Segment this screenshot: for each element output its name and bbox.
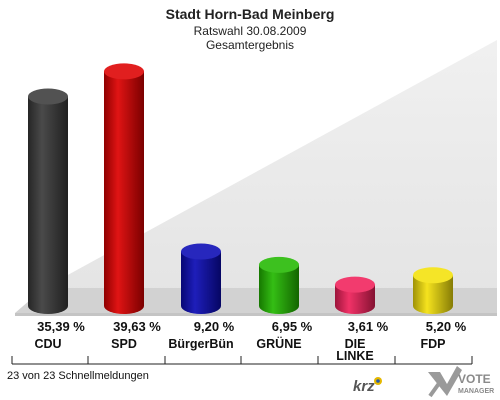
category-label: CDU [34,337,61,351]
bar-6 [413,267,453,314]
bar-top [28,88,68,105]
bar-2 [104,63,144,314]
krz-logo-text: krz [353,378,375,395]
category-label: BürgerBün [168,337,233,351]
value-label: 9,20 % [194,319,235,334]
label-group: 35,39 % CDU 39,63 % SPD 9,20 % BürgerBün 6,95 … [34,319,466,363]
bar-top [259,256,299,273]
bar-group [28,63,453,314]
bar-top [335,276,375,293]
chart-subtitle: Ratswahl 30.08.2009 [194,24,307,38]
value-label: 35,39 % [37,319,85,334]
logo-vote: VOTE [458,372,491,386]
value-label: 6,95 % [272,319,313,334]
bar-body [104,71,144,314]
bar-1 [28,88,68,314]
value-label: 3,61 % [348,319,389,334]
chart-subtitle-2: Gesamtergebnis [206,38,294,52]
tick-group [11,356,473,364]
footer-status: 23 von 23 Schnellmeldungen [7,370,149,382]
bar-top [181,243,221,260]
krz-logo: krz [353,377,382,395]
votemanager-logo: VOTE MANAGER [428,366,494,398]
chart-title: Stadt Horn-Bad Meinberg [166,6,335,22]
category-label: FDP [421,337,446,351]
category-label: GRÜNE [256,336,301,351]
category-label: DIE [345,337,366,351]
bar-4 [259,256,299,314]
logo-manager: MANAGER [458,388,494,395]
votemanager-check-icon [428,366,462,396]
bar-body [259,264,299,314]
category-label: SPD [111,337,137,351]
bar-5 [335,276,375,314]
bar-body [28,96,68,314]
value-label: 5,20 % [426,319,467,334]
bar-top [104,63,144,80]
chart-shadow-wedge [44,40,497,288]
chart-floor-edge [15,313,497,316]
bar-body [335,284,375,314]
bar-top [413,267,453,284]
category-label: LINKE [336,349,374,363]
bar-3 [181,243,221,314]
value-label: 39,63 % [113,319,161,334]
bar-body [413,275,453,314]
bar-body [181,251,221,314]
